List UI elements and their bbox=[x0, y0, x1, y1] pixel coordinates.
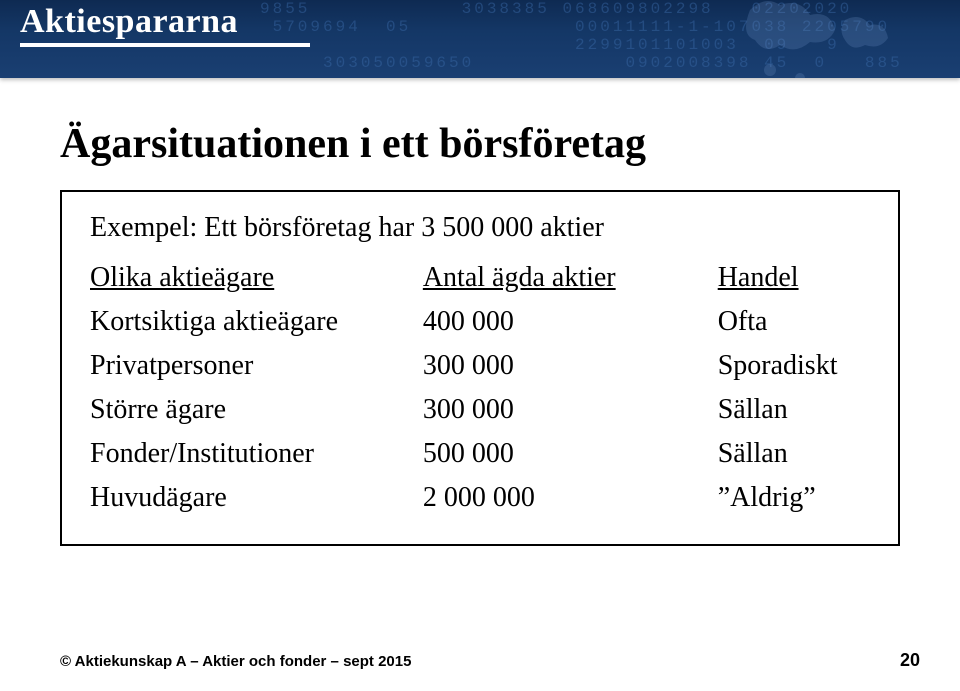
header-col-b: Antal ägda aktier bbox=[383, 256, 658, 300]
cell-c: Sällan bbox=[658, 432, 870, 476]
cell-b: 500 000 bbox=[383, 432, 658, 476]
cell-b: 400 000 bbox=[383, 300, 658, 344]
slide: 9855 3038385 068609802298 02202020 57096… bbox=[0, 0, 960, 691]
logo-text: Aktiespararna bbox=[20, 5, 310, 39]
cell-b: 300 000 bbox=[383, 388, 658, 432]
cell-a: Större ägare bbox=[90, 388, 383, 432]
cell-c: ”Aldrig” bbox=[658, 476, 870, 520]
cell-b: 300 000 bbox=[383, 344, 658, 388]
example-line: Exempel: Ett börsföretag har 3 500 000 a… bbox=[90, 212, 870, 244]
cell-a: Fonder/Institutioner bbox=[90, 432, 383, 476]
cell-a: Huvudägare bbox=[90, 476, 383, 520]
logo: Aktiespararna bbox=[20, 5, 310, 47]
logo-underline bbox=[20, 43, 310, 47]
cell-a: Privatpersoner bbox=[90, 344, 383, 388]
footer: © Aktiekunskap A – Aktier och fonder – s… bbox=[60, 650, 920, 671]
slide-title: Ägarsituationen i ett börsföretag bbox=[60, 120, 900, 168]
footer-left: © Aktiekunskap A – Aktier och fonder – s… bbox=[60, 653, 411, 670]
table-box: Exempel: Ett börsföretag har 3 500 000 a… bbox=[60, 190, 900, 546]
table-row: Privatpersoner 300 000 Sporadiskt bbox=[90, 344, 870, 388]
cell-b: 2 000 000 bbox=[383, 476, 658, 520]
cell-c: Sporadiskt bbox=[658, 344, 870, 388]
table-row: Större ägare 300 000 Sällan bbox=[90, 388, 870, 432]
cell-c: Ofta bbox=[658, 300, 870, 344]
content-area: Ägarsituationen i ett börsföretag Exempe… bbox=[60, 120, 900, 546]
ownership-table: Olika aktieägare Antal ägda aktier Hande… bbox=[90, 256, 870, 520]
map-icon bbox=[710, 0, 930, 78]
table-row: Huvudägare 2 000 000 ”Aldrig” bbox=[90, 476, 870, 520]
table-row: Fonder/Institutioner 500 000 Sällan bbox=[90, 432, 870, 476]
page-number: 20 bbox=[900, 650, 920, 671]
header-col-a: Olika aktieägare bbox=[90, 256, 383, 300]
table-header-row: Olika aktieägare Antal ägda aktier Hande… bbox=[90, 256, 870, 300]
cell-c: Sällan bbox=[658, 388, 870, 432]
header-col-c: Handel bbox=[658, 256, 870, 300]
table-row: Kortsiktiga aktieägare 400 000 Ofta bbox=[90, 300, 870, 344]
cell-a: Kortsiktiga aktieägare bbox=[90, 300, 383, 344]
header-banner: 9855 3038385 068609802298 02202020 57096… bbox=[0, 0, 960, 78]
